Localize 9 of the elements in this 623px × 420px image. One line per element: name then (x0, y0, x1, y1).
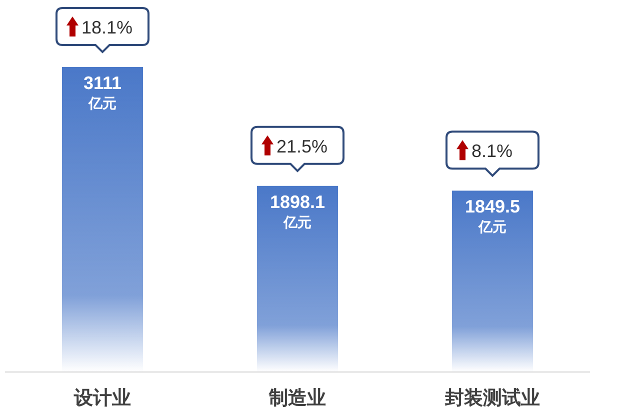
annotation: 21.5% (276, 136, 328, 156)
annotation: 8.1% (472, 141, 513, 162)
x-tick-label: 设计业 (73, 387, 131, 409)
x-tick-label: 封装测试业 (444, 387, 540, 409)
data-label: 1898.1 亿元 (270, 192, 326, 230)
data-label: 3111 亿元 (83, 73, 122, 111)
x-tick-label: 制造业 (268, 387, 326, 409)
annotation: 18.1% (82, 18, 133, 38)
data-label: 1849.5 亿元 (464, 196, 520, 235)
